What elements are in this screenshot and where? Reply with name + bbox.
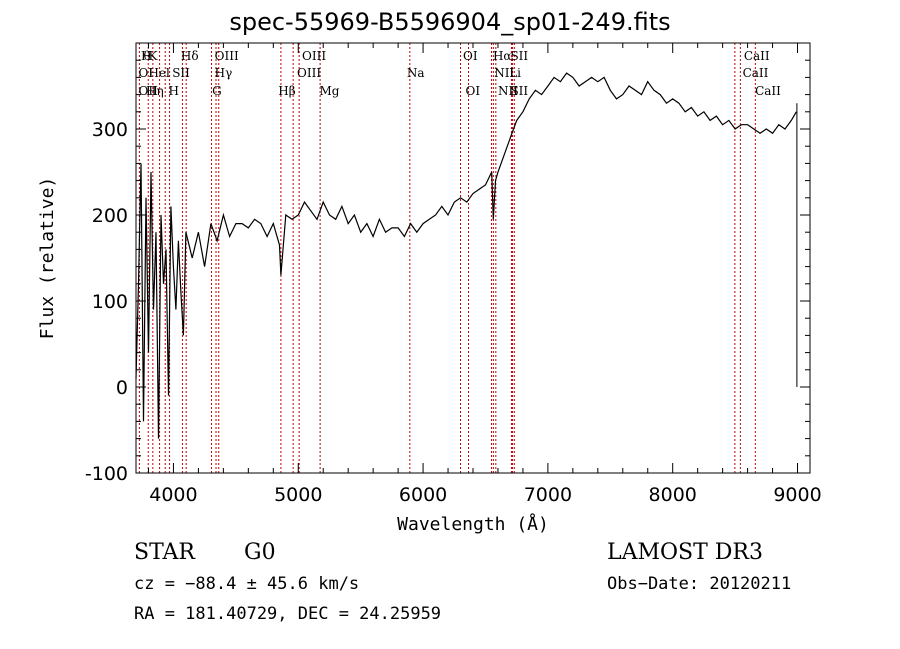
spectral-line-label: OIII xyxy=(302,49,326,63)
spectral-line-label: OI xyxy=(463,49,478,63)
spectral-line-label: SII xyxy=(172,66,190,80)
x-tick-label: 7000 xyxy=(524,484,572,506)
spectral-line-label: OIII xyxy=(297,66,321,80)
object-class: STAR xyxy=(134,540,195,565)
obs-date-text: Obs−Date: 20120211 xyxy=(607,574,792,594)
y-tick-label: 0 xyxy=(116,377,128,399)
spectral-line-label: K xyxy=(148,49,158,63)
x-axis-label: Wavelength (Å) xyxy=(397,513,549,535)
spectral-line-label: OII xyxy=(138,84,158,98)
spectral-line-label: NII xyxy=(498,84,518,98)
survey-name: LAMOST DR3 xyxy=(607,540,763,565)
x-tick-label: 8000 xyxy=(649,484,697,506)
y-axis-label: Flux (relative) xyxy=(37,177,58,340)
y-tick-label: 300 xyxy=(92,119,128,141)
spectral-line-label: OI xyxy=(466,84,481,98)
spectral-line-label: Hγ xyxy=(215,66,233,80)
coordinates-text: RA = 181.40729, DEC = 24.25959 xyxy=(134,604,442,624)
spectral-line-label: OI xyxy=(138,66,153,80)
spectral-line-label: Na xyxy=(407,66,425,80)
y-tick-label: 200 xyxy=(92,205,128,227)
spectral-line-label: CaII xyxy=(744,49,770,63)
spectral-line-label: Mg xyxy=(319,84,339,98)
spectral-line-label: SII xyxy=(510,49,528,63)
spectral-line-label: H xyxy=(168,84,178,98)
chart-title: spec-55969-B5596904_sp01-249.fits xyxy=(229,8,671,36)
x-tick-label: 5000 xyxy=(274,484,322,506)
spectral-line-label: Hη xyxy=(146,84,164,98)
spectral-line-label: CaII xyxy=(755,84,781,98)
redshift-text: cz = −88.4 ± 45.6 km/s xyxy=(134,574,360,594)
y-tick-label: -100 xyxy=(85,463,128,485)
x-tick-label: 9000 xyxy=(773,484,821,506)
plot-frame xyxy=(135,42,811,474)
spectral-line-label: Hel xyxy=(148,66,170,80)
spectral-line-label: Hα xyxy=(493,49,512,63)
spectral-line-label: SII xyxy=(510,84,528,98)
y-tick-label: 100 xyxy=(92,291,128,313)
spectral-line-label: Li xyxy=(509,66,521,80)
spectral-line-label: Hδ xyxy=(181,49,199,63)
x-tick-label: 6000 xyxy=(399,484,447,506)
flux-series-line xyxy=(135,72,797,439)
x-tick-label: 4000 xyxy=(149,484,197,506)
spectral-line-label: θ xyxy=(143,49,150,63)
spectral-line-label: G xyxy=(212,84,222,98)
object-subclass: G0 xyxy=(244,540,276,565)
spectral-line-label: NII xyxy=(494,66,514,80)
spectral-line-label: CaII xyxy=(743,66,769,80)
spectral-line-label: OIII xyxy=(215,49,239,63)
spectral-line-label: H xyxy=(141,49,151,63)
spectral-line-label: Hβ xyxy=(278,84,295,98)
